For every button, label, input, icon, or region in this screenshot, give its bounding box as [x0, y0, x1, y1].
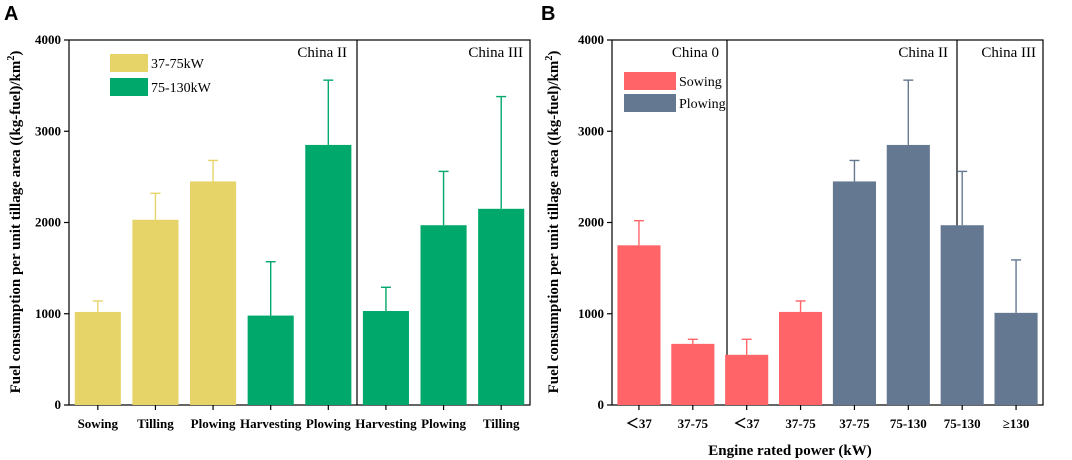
panel-a-y-tick-label: 0 [55, 397, 62, 412]
panel-a-legend-label: 75-130kW [151, 81, 212, 96]
panel-b-y-axis-title: Fuel consumption per unit tillage area (… [544, 51, 562, 394]
panel-a-bar [247, 315, 294, 405]
panel-b-x-tick-label: ≥130 [1003, 416, 1030, 431]
panel-b-bar [671, 343, 715, 405]
panel-a-x-tick-label: Plowing [191, 416, 236, 431]
panel-b-region-label: China II [898, 45, 948, 61]
panel-a-bar [420, 225, 467, 405]
panel-b-legend-swatch [624, 72, 676, 90]
panel-a-bar [132, 219, 179, 405]
panel-b-y-tick-label: 1000 [578, 306, 604, 321]
panel-b-bar [725, 354, 769, 405]
panel-b-bar [832, 181, 876, 405]
panel-a-x-tick-label: Sowing [78, 416, 119, 431]
panel-a-y-tick-label: 3000 [35, 123, 61, 138]
panel-a-legend-swatch [110, 54, 148, 72]
panel-b-x-tick-label: 37-75 [785, 416, 816, 431]
panel-a-bar [305, 144, 352, 405]
panel-b-bar [617, 245, 661, 405]
panel-b-x-tick-label: ＜37 [626, 416, 653, 431]
panel-a-bar [190, 181, 237, 405]
panel-b-bar [940, 225, 984, 405]
panel-a: A Fuel consumption per unit tillage area… [4, 3, 531, 431]
panel-b-y-tick-label: 2000 [578, 215, 604, 230]
panel-a-x-tick-label: Harvesting [240, 416, 302, 431]
panel-b: B Fuel consumption per unit tillage area… [541, 3, 1044, 459]
panel-b-bar [779, 311, 823, 405]
panel-a-y-axis-title: Fuel consumption per unit tillage area (… [6, 51, 24, 394]
panel-a-bar [362, 311, 409, 405]
panel-a-label: A [4, 3, 18, 25]
panel-a-x-tick-label: Plowing [421, 416, 466, 431]
panel-b-y-tick-label: 4000 [578, 32, 604, 47]
panel-b-x-tick-label: ＜37 [734, 416, 761, 431]
panel-a-x-tick-label: Plowing [306, 416, 351, 431]
panel-a-legend-swatch [110, 78, 148, 96]
panel-b-bar [994, 312, 1038, 405]
panel-a-region-label: China II [297, 45, 347, 61]
panel-a-x-tick-label: Tilling [483, 416, 520, 431]
panel-b-x-tick-label: 75-130 [944, 416, 981, 431]
panel-a-x-tick-label: Harvesting [355, 416, 417, 431]
panel-b-x-axis-title: Engine rated power (kW) [708, 443, 871, 459]
panel-a-y-tick-label: 1000 [35, 306, 61, 321]
panel-a-region-label: China III [468, 45, 523, 61]
panel-a-y-tick-label: 4000 [35, 32, 61, 47]
panel-a-legend-label: 37-75kW [151, 57, 205, 72]
panel-b-legend-label: Sowing [679, 75, 722, 90]
panel-b-x-tick-label: 37-75 [839, 416, 870, 431]
panel-b-y-tick-label: 0 [598, 397, 605, 412]
panel-b-y-tick-label: 3000 [578, 123, 604, 138]
panel-b-bar [886, 144, 930, 405]
panel-b-legend-swatch [624, 94, 676, 112]
panel-b-x-tick-label: 75-130 [890, 416, 927, 431]
panel-b-x-tick-label: 37-75 [678, 416, 709, 431]
panel-a-bar [478, 208, 525, 405]
panel-b-label: B [541, 3, 555, 25]
panel-a-bar [74, 311, 121, 405]
panel-b-region-label: China 0 [672, 45, 719, 61]
panel-a-x-tick-label: Tilling [137, 416, 174, 431]
panel-b-legend-label: Plowing [679, 97, 726, 112]
panel-a-y-tick-label: 2000 [35, 215, 61, 230]
panel-b-region-label: China III [981, 45, 1036, 61]
